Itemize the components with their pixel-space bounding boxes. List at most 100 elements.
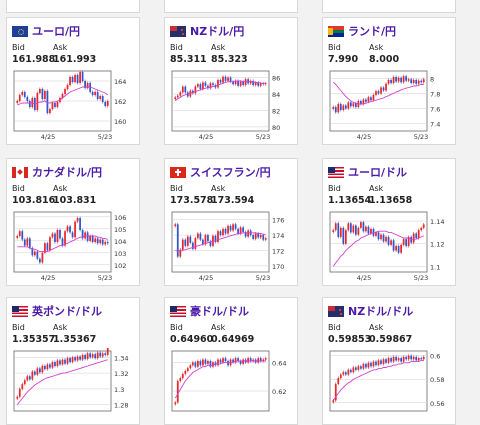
candlestick-chart[interactable]: 106 105 104 103 102 4/25 5/23 [12, 209, 132, 282]
card-header[interactable]: ユーロ/ドル [328, 165, 407, 179]
rate-card-audusd[interactable]: 豪ドル/ドル Bid Ask 0.64960 0.64969 0.64 0.62 [164, 297, 298, 425]
candle [101, 239, 104, 245]
candle [237, 228, 239, 234]
currency-pair-link[interactable]: 豪ドル/ドル [190, 305, 250, 318]
y-tick-label: 160 [114, 118, 126, 126]
candlestick-chart[interactable]: 8 7.8 7.6 7.4 4/25 5/23 [328, 68, 448, 141]
candlestick-chart[interactable]: 176 174 172 170 4/25 5/23 [170, 209, 290, 282]
candle [31, 98, 34, 107]
y-tick-label: 7.8 [430, 91, 440, 99]
moving-average-line [174, 360, 266, 399]
candle [229, 225, 232, 231]
candle [23, 92, 26, 97]
candle [422, 224, 425, 228]
card-header[interactable]: ユーロ/円 [12, 24, 80, 38]
candle [196, 361, 199, 367]
y-tick-label: 103 [114, 250, 126, 258]
candle [367, 362, 370, 368]
candle [38, 368, 41, 373]
candle [104, 353, 107, 355]
card-header[interactable]: NZドル/ドル [328, 304, 413, 318]
candlestick-chart[interactable]: 1.14 1.12 1.1 4/25 5/23 [328, 209, 448, 282]
candle [194, 86, 197, 94]
candle [339, 104, 342, 110]
rate-card-zarjpy[interactable]: ランド/円 Bid Ask 7.990 8.000 8 7.8 7.6 7.4 4/25 5/23 [322, 17, 456, 145]
rate-card-eurjpy[interactable]: ユーロ/円 Bid Ask 161.988 161.993 164 162 160 4/25 5/… [6, 17, 140, 145]
candle [407, 236, 410, 246]
candle [23, 239, 26, 246]
candle [392, 356, 395, 362]
card-header[interactable]: NZドル/円 [170, 24, 244, 38]
candle [257, 358, 260, 363]
candle [339, 374, 342, 379]
rate-card-chfjpy[interactable]: スイスフラン/円 Bid Ask 173.578 173.594 176 174 172 170… [164, 158, 298, 286]
currency-pair-link[interactable]: ユーロ/円 [32, 25, 81, 38]
candle [375, 232, 377, 236]
candle [242, 227, 245, 232]
currency-pair-link[interactable]: NZドル/ドル [348, 305, 414, 318]
candle [262, 359, 265, 361]
ask-value: 8.000 [369, 54, 400, 65]
candle [23, 380, 26, 385]
candlestick-chart[interactable]: 164 162 160 4/25 5/23 [12, 68, 132, 141]
candlestick-chart[interactable]: 1.34 1.32 1.3 1.28 [12, 348, 132, 421]
candle [349, 369, 352, 373]
ask-value: 85.323 [211, 54, 248, 65]
card-header[interactable]: スイスフラン/円 [170, 165, 271, 179]
candle [202, 82, 204, 90]
currency-pair-link[interactable]: カナダドル/円 [32, 166, 103, 179]
currency-pair-link[interactable]: スイスフラン/円 [190, 166, 271, 179]
y-tick-label: 0.58 [430, 376, 444, 384]
y-tick-label: 1.12 [430, 241, 444, 249]
candle [41, 252, 44, 263]
y-tick-label: 1.28 [114, 402, 128, 410]
candle [360, 366, 362, 369]
bid-label: Bid [328, 184, 341, 193]
candle [347, 102, 350, 109]
x-tick-label: 5/23 [256, 274, 271, 282]
candle [69, 77, 71, 85]
card-header[interactable]: 英ポンド/ドル [12, 304, 102, 318]
candle [76, 218, 79, 222]
candle [209, 241, 212, 246]
candle [365, 99, 367, 102]
currency-pair-link[interactable]: 英ポンド/ドル [32, 305, 103, 318]
rate-card-cadjpy[interactable]: カナダドル/円 Bid Ask 103.816 103.831 106 105 104 103 1… [6, 158, 140, 286]
y-tick-label: 162 [114, 98, 126, 106]
candle [18, 231, 21, 236]
candle [392, 240, 395, 251]
rate-card-partial[interactable] [6, 0, 140, 13]
rate-card-partial[interactable] [322, 0, 456, 13]
candle [86, 83, 89, 88]
card-header[interactable]: ランド/円 [328, 24, 396, 38]
card-header[interactable]: カナダドル/円 [12, 165, 102, 179]
candlestick-chart[interactable]: 0.64 0.62 [170, 348, 290, 421]
candle [66, 358, 69, 364]
candle [219, 231, 222, 236]
rate-card-eurusd[interactable]: ユーロ/ドル Bid Ask 1.13654 1.13658 1.14 1.12 1.1 4/2… [322, 158, 456, 286]
candlestick-chart[interactable]: 86 84 82 80 4/25 5/23 [170, 68, 290, 141]
rate-card-nzdjpy[interactable]: NZドル/円 Bid Ask 85.311 85.323 86 84 82 80 4/25 5/23 [164, 17, 298, 145]
currency-pair-link[interactable]: ユーロ/ドル [348, 166, 408, 179]
candle [69, 358, 71, 363]
rate-card-gbpusd[interactable]: 英ポンド/ドル Bid Ask 1.35357 1.35367 1.34 1.32 1.3 1.… [6, 297, 140, 425]
candle [342, 105, 345, 110]
ask-label: Ask [211, 184, 226, 193]
candle [344, 372, 347, 375]
candle [74, 75, 76, 82]
candle [370, 97, 372, 101]
currency-pair-link[interactable]: ランド/円 [348, 25, 397, 38]
currency-pair-link[interactable]: NZドル/円 [190, 25, 245, 38]
candle [257, 82, 260, 86]
nz-flag-icon [328, 305, 344, 317]
ask-value: 103.831 [53, 195, 97, 206]
candle [339, 227, 342, 237]
candle [181, 239, 184, 250]
candle [365, 226, 367, 232]
rate-card-nzdusd[interactable]: NZドル/ドル Bid Ask 0.59853 0.59867 0.6 0.58 0.56 [322, 297, 456, 425]
candle [71, 77, 74, 82]
candle [21, 384, 24, 389]
rate-card-partial[interactable] [164, 0, 298, 13]
candlestick-chart[interactable]: 0.6 0.58 0.56 [328, 348, 448, 421]
card-header[interactable]: 豪ドル/ドル [170, 304, 249, 318]
